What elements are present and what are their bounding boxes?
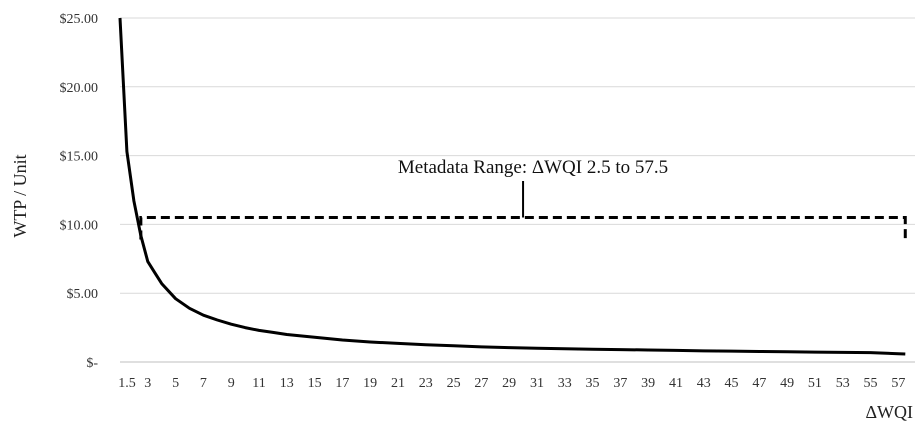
x-tick-label: 7 (200, 376, 207, 391)
x-tick-label: 57 (891, 376, 905, 391)
x-tick-label: 33 (558, 376, 572, 391)
x-axis-title: ΔWQI (865, 402, 913, 422)
y-tick-label: $20.00 (60, 81, 99, 96)
x-tick-label: 23 (419, 376, 433, 391)
y-tick-label: $5.00 (67, 287, 99, 302)
metadata-range-bracket (139, 216, 907, 240)
x-tick-label: 31 (530, 376, 544, 391)
x-tick-label: 53 (836, 376, 850, 391)
x-tick-label: 45 (725, 376, 739, 391)
metadata-range-annotation: Metadata Range: ΔWQI 2.5 to 57.5 (398, 157, 668, 178)
x-tick-label: 29 (502, 376, 516, 391)
x-tick-label: 1.5 (118, 376, 136, 391)
x-tick-label: 27 (474, 376, 488, 391)
x-tick-label: 39 (641, 376, 655, 391)
x-tick-label: 5 (172, 376, 179, 391)
x-tick-label: 21 (391, 376, 405, 391)
x-tick-label: 43 (697, 376, 711, 391)
x-tick-label: 15 (308, 376, 322, 391)
x-tick-label: 49 (780, 376, 794, 391)
x-tick-label: 47 (752, 376, 766, 391)
y-tick-label: $25.00 (60, 12, 99, 27)
annotation-layer: Metadata Range: ΔWQI 2.5 to 57.5 (139, 157, 907, 240)
y-axis-title: WTP / Unit (10, 154, 30, 237)
series-layer (118, 17, 906, 356)
x-tick-label: 35 (586, 376, 600, 391)
x-tick-label: 11 (252, 376, 265, 391)
x-tick-label: 3 (144, 376, 151, 391)
y-tick-label: $15.00 (60, 150, 99, 165)
y-tick-label: $- (86, 356, 98, 371)
x-tick-label: 37 (613, 376, 627, 391)
x-tick-label: 19 (363, 376, 377, 391)
x-tick-label: 13 (280, 376, 294, 391)
x-tick-label: 25 (447, 376, 461, 391)
series-line (118, 17, 906, 356)
x-tick-label: 51 (808, 376, 822, 391)
gridlines (120, 17, 915, 363)
x-tick-label: 41 (669, 376, 683, 391)
x-tick-labels: 1.5 3 5 7 9 11 13 15 17 19 21 23 25 27 29 31 33 35 37 39 41 4… (118, 376, 905, 391)
x-tick-label: 17 (335, 376, 349, 391)
x-tick-label: 9 (228, 376, 235, 391)
y-tick-label: $10.00 (60, 218, 99, 233)
x-tick-label: 55 (864, 376, 878, 391)
y-tick-labels: $25.00 $20.00 $15.00 $10.00 $5.00 $- (60, 12, 99, 371)
